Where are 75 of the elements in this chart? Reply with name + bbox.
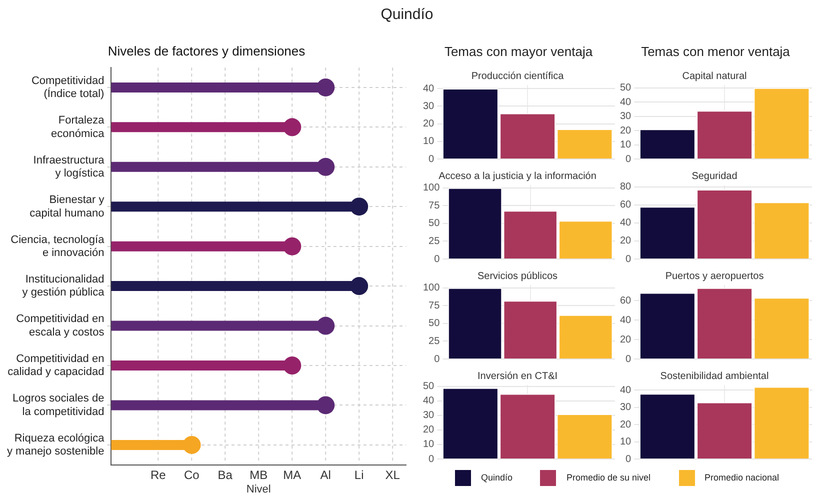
y-tick-label: Competitividad en calidad y capacidad bbox=[8, 352, 104, 378]
text: Li bbox=[354, 468, 364, 482]
chart-title: Puertos y aeropuertos bbox=[665, 270, 764, 282]
y-tick-label: Competitividad (Índice total) bbox=[31, 74, 104, 100]
y-tick-label: Bienestar y capital humano bbox=[30, 194, 105, 220]
y-tick-label: 40 bbox=[620, 96, 632, 108]
y-tick-label: 30 bbox=[620, 111, 632, 122]
y-tick-label: Institucionalidad y gestión pública bbox=[22, 273, 106, 299]
y-tick-label: Infraestructura y logística bbox=[33, 154, 106, 180]
y-tick-label: 20 bbox=[620, 236, 632, 247]
y-tick-label: 50 bbox=[620, 82, 632, 94]
y-tick-label: 25 bbox=[428, 336, 440, 347]
y-tick-label: 100 bbox=[422, 182, 440, 194]
text: Ba bbox=[218, 468, 233, 482]
text: Co bbox=[184, 468, 200, 482]
y-tick-label: 25 bbox=[428, 236, 440, 247]
chart-title: Seguridad bbox=[692, 170, 738, 182]
y-tick-label: 50 bbox=[423, 381, 435, 392]
y-tick-label: 60 bbox=[620, 200, 632, 211]
y-tick-label: 100 bbox=[422, 282, 440, 294]
y-tick-label: 0 bbox=[626, 354, 632, 365]
y-tick-label: 10 bbox=[620, 436, 632, 448]
chart-title: Inversión en CT&I bbox=[477, 370, 558, 382]
text: Quindío bbox=[380, 6, 434, 23]
y-tick-label: 50 bbox=[428, 318, 440, 330]
chart-title: Producción científica bbox=[471, 70, 564, 82]
y-tick-label: 60 bbox=[620, 295, 632, 306]
legend-label: Promedio de su nivel bbox=[566, 472, 651, 482]
text: Temas con mayor ventaja bbox=[443, 44, 594, 59]
y-tick-label: 20 bbox=[620, 419, 632, 430]
y-tick-label: Competitividad en escala y costos bbox=[16, 313, 105, 338]
y-tick-label: 40 bbox=[423, 83, 435, 94]
chart-title: Servicios públicos bbox=[477, 270, 558, 282]
y-tick-label: 30 bbox=[620, 402, 632, 414]
y-tick-label: 30 bbox=[423, 410, 435, 422]
text: MA bbox=[283, 468, 302, 482]
chart-title: Capital natural bbox=[682, 70, 747, 82]
text: Al bbox=[320, 468, 331, 482]
text: MB bbox=[250, 468, 268, 482]
y-tick-label: 10 bbox=[620, 140, 632, 151]
text: Temas con menor ventaja bbox=[640, 44, 791, 59]
y-tick-label: 10 bbox=[423, 136, 435, 148]
y-tick-label: 80 bbox=[620, 182, 632, 193]
y-tick-label: 40 bbox=[423, 396, 435, 407]
y-tick-label: 75 bbox=[428, 200, 440, 212]
chart-title: Acceso a la justicia y la información bbox=[438, 170, 596, 182]
y-tick-label: 40 bbox=[620, 314, 632, 326]
y-tick-label: Ciencia, tecnología e innovación bbox=[10, 234, 106, 259]
y-tick-label: 40 bbox=[620, 384, 632, 396]
y-tick-label: 0 bbox=[626, 154, 632, 165]
y-tick-label: 0 bbox=[434, 354, 440, 365]
y-tick-label: 20 bbox=[423, 424, 435, 436]
text: Re bbox=[150, 468, 166, 482]
y-tick-label: 50 bbox=[428, 218, 440, 230]
legend-label: Promedio nacional bbox=[704, 472, 780, 482]
y-tick-label: Logros sociales de la competitividad bbox=[12, 392, 104, 418]
y-tick-label: 0 bbox=[434, 254, 440, 265]
legend-label: Quindío bbox=[480, 472, 512, 482]
y-tick-label: 30 bbox=[423, 100, 435, 112]
y-tick-label: 0 bbox=[626, 454, 632, 465]
y-tick-label: 0 bbox=[428, 154, 435, 165]
y-tick-label: 0 bbox=[626, 254, 632, 265]
y-tick-label: 20 bbox=[620, 125, 632, 136]
y-tick-label: 20 bbox=[423, 118, 435, 130]
text: XL bbox=[385, 468, 400, 482]
y-tick-label: 20 bbox=[620, 334, 632, 346]
chart-title: Sostenibilidad ambiental bbox=[660, 370, 769, 382]
y-tick-label: Riqueza ecológica y manejo sostenible bbox=[6, 432, 106, 458]
chart-title: Niveles de factores y dimensiones bbox=[108, 43, 306, 58]
x-axis-title: Nivel bbox=[246, 483, 271, 496]
y-tick-label: Fortaleza económica bbox=[51, 114, 106, 140]
y-tick-label: 10 bbox=[423, 439, 435, 450]
y-tick-label: 75 bbox=[428, 300, 440, 312]
y-tick-label: 0 bbox=[428, 454, 435, 465]
y-tick-label: 40 bbox=[620, 218, 632, 229]
